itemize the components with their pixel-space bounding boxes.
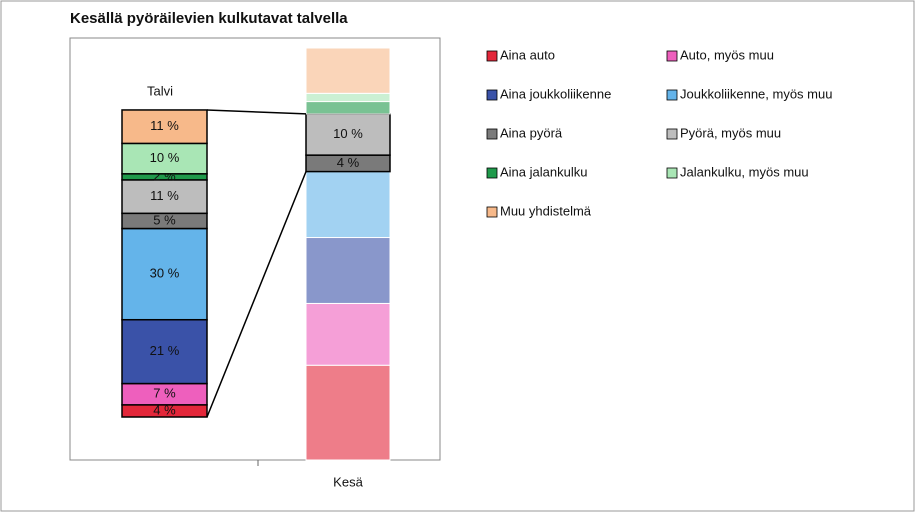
value-label: 10 % — [333, 126, 363, 141]
legend-label: Aina auto — [500, 47, 555, 62]
main-segment — [305, 364, 391, 461]
main-segment — [305, 302, 391, 366]
connector-line — [206, 109, 307, 115]
main-segment — [305, 101, 391, 115]
detail-label: Talvi — [147, 83, 173, 98]
value-label: 11 % — [150, 118, 179, 133]
value-label: 21 % — [150, 343, 180, 358]
legend-swatch — [666, 167, 678, 179]
connector-line — [206, 171, 307, 418]
legend-label: Aina joukkoliikenne — [500, 86, 611, 101]
legend-label: Aina jalankulku — [500, 164, 587, 179]
value-label: 10 % — [150, 150, 180, 165]
legend-swatch — [486, 167, 498, 179]
value-label: 7 % — [153, 386, 176, 401]
detail-segment — [121, 227, 208, 321]
legend-swatch — [486, 89, 498, 101]
legend-label: Jalankulku, myös muu — [680, 164, 809, 179]
legend-swatch — [486, 50, 498, 62]
legend-label: Muu yhdistelmä — [500, 203, 592, 218]
chart-title: Kesällä pyöräilevien kulkutavat talvella — [70, 10, 348, 27]
value-label: 5 % — [153, 212, 176, 227]
main-segment — [305, 47, 391, 94]
legend-label: Joukkoliikenne, myös muu — [680, 86, 832, 101]
legend-swatch — [486, 128, 498, 140]
value-label: 4 % — [153, 402, 176, 417]
value-label: 30 % — [150, 266, 180, 281]
x-axis-label: Kesä — [333, 474, 363, 489]
main-segment — [305, 237, 391, 304]
legend-label: Auto, myös muu — [680, 47, 774, 62]
detail-segment — [121, 318, 208, 385]
legend-label: Pyörä, myös muu — [680, 125, 781, 140]
detail-segment — [121, 109, 208, 145]
value-label: 4 % — [337, 155, 360, 170]
legend-label: Aina pyörä — [500, 125, 563, 140]
legend-swatch — [486, 206, 498, 218]
plot-area — [69, 37, 441, 461]
main-segment — [305, 92, 391, 103]
legend-swatch — [666, 50, 678, 62]
detail-segment — [121, 179, 208, 215]
legend-swatch — [666, 89, 678, 101]
main-segment — [305, 171, 391, 239]
value-label: 11 % — [150, 188, 179, 203]
legend-swatch — [666, 128, 678, 140]
